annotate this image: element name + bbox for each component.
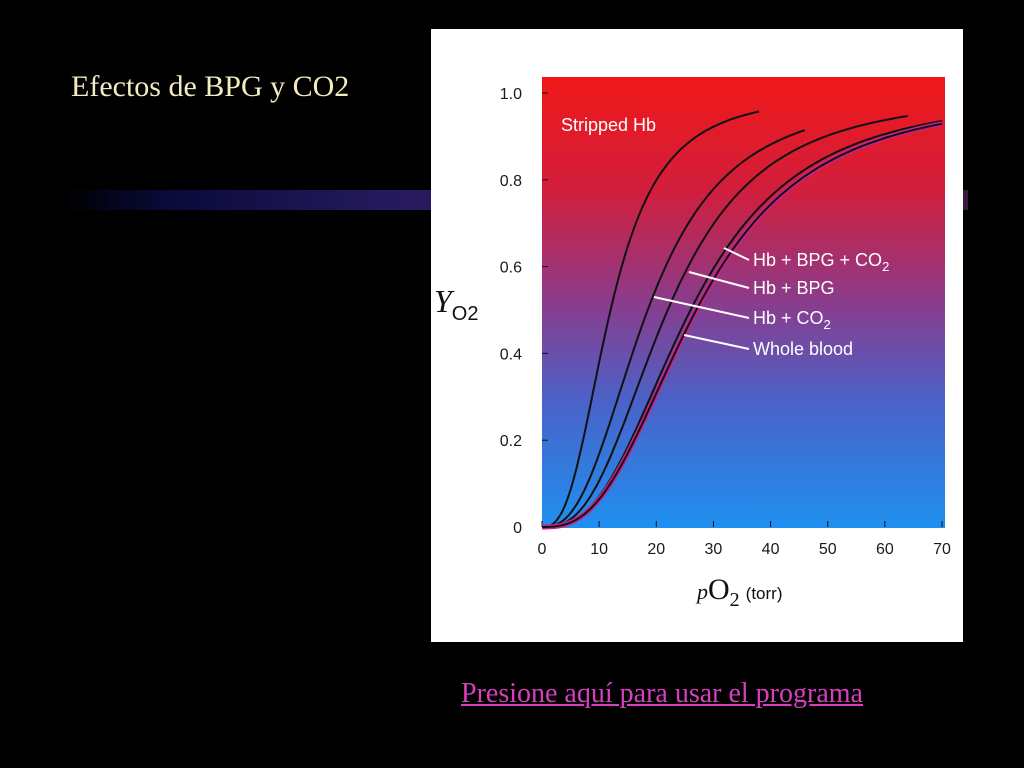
callout-label: Hb + BPG bbox=[753, 278, 835, 298]
y-axis-label: YO2 bbox=[434, 283, 478, 325]
x-tick-label: 10 bbox=[590, 541, 608, 558]
callout-leader-line bbox=[683, 334, 750, 350]
callout-leader-line bbox=[653, 296, 750, 319]
x-tick-label: 70 bbox=[933, 541, 951, 558]
y-tick-label: 0.4 bbox=[500, 346, 522, 363]
label-stripped-hb: Stripped Hb bbox=[561, 115, 656, 135]
chart-panel: 0 10 20 30 40 50 60 70 0 0.2 0.4 0.6 0.8 1.0 Stripped… bbox=[431, 29, 963, 642]
x-tick-label: 20 bbox=[647, 541, 665, 558]
open-program-link[interactable]: Presione aquí para usar el programa bbox=[461, 678, 863, 709]
slide-title: Efectos de BPG y CO2 bbox=[71, 70, 350, 103]
x-tick-label: 0 bbox=[538, 541, 547, 558]
curve-stripped-hb bbox=[541, 110, 760, 528]
plot-area bbox=[542, 77, 945, 528]
oxygen-binding-chart: 0 10 20 30 40 50 60 70 0 0.2 0.4 0.6 0.8 1.0 Stripped… bbox=[434, 77, 951, 611]
callout-leader-line bbox=[723, 247, 750, 261]
curve-hb-bpg bbox=[542, 115, 908, 528]
x-tick-label: 50 bbox=[819, 541, 837, 558]
callout-leader-line bbox=[688, 271, 750, 289]
y-tick-label: 0.2 bbox=[500, 433, 522, 450]
y-tick-label: 1.0 bbox=[500, 86, 522, 103]
y-tick-label: 0.8 bbox=[500, 173, 522, 190]
x-axis-label: pO2 (torr) bbox=[695, 573, 783, 611]
y-tick-label: 0 bbox=[513, 520, 522, 537]
callout-label: Hb + BPG + CO2 bbox=[753, 250, 889, 274]
callout-label: Whole blood bbox=[753, 339, 853, 359]
curve-whole-blood bbox=[542, 122, 943, 528]
callout-label: Hb + CO2 bbox=[753, 308, 831, 332]
x-tick-label: 40 bbox=[762, 541, 780, 558]
x-tick-label: 30 bbox=[705, 541, 723, 558]
curve-hb-co2 bbox=[542, 129, 806, 528]
x-tick-label: 60 bbox=[876, 541, 894, 558]
y-tick-label: 0.6 bbox=[500, 260, 522, 277]
